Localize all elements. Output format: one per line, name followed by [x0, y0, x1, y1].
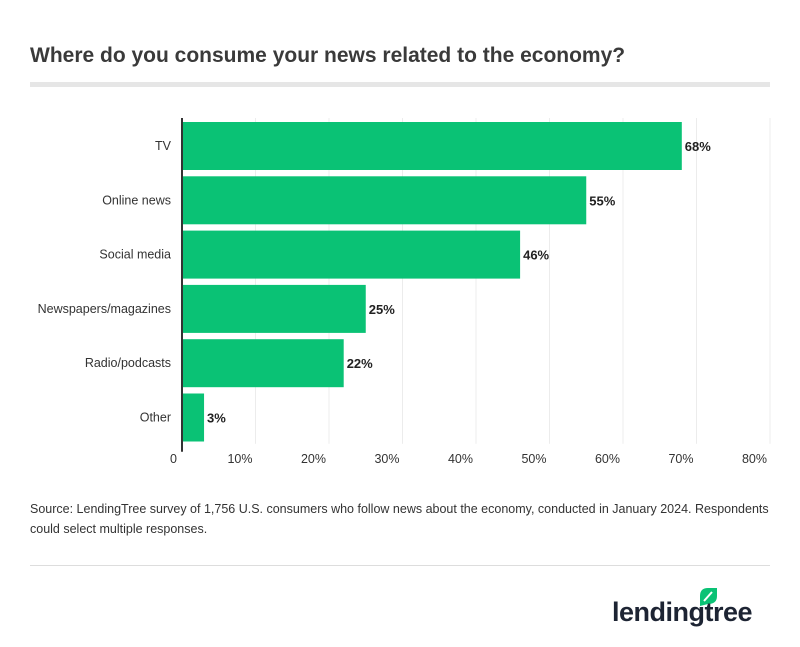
x-tick-label: 20% — [301, 452, 326, 466]
data-label: 3% — [207, 411, 226, 426]
svg-text:lendingtree: lendingtree — [612, 597, 753, 627]
data-label: 68% — [685, 139, 711, 154]
title-divider — [30, 82, 770, 87]
bar — [182, 230, 521, 279]
data-label: 22% — [347, 356, 373, 371]
x-tick-label: 30% — [374, 452, 399, 466]
bar — [182, 176, 587, 225]
x-tick-label: 0 — [170, 452, 177, 466]
x-tick-label: 10% — [227, 452, 252, 466]
lendingtree-logo: lendingtree — [612, 586, 772, 636]
category-label: Online news — [102, 193, 171, 207]
x-tick-label: 80% — [742, 452, 767, 466]
source-note: Source: LendingTree survey of 1,756 U.S.… — [30, 502, 769, 536]
footer-divider — [30, 565, 770, 566]
x-tick-label: 40% — [448, 452, 473, 466]
bar — [182, 339, 344, 388]
chart-title: Where do you consume your news related t… — [30, 44, 626, 67]
category-label: Other — [140, 411, 171, 425]
bar — [182, 122, 682, 170]
bar — [182, 393, 205, 442]
x-tick-label: 70% — [668, 452, 693, 466]
data-label: 55% — [589, 193, 615, 208]
data-label: 46% — [523, 248, 549, 263]
category-label: Radio/podcasts — [85, 356, 171, 370]
bar-chart: 0 10% 20% 30% 40% 50% 60% 70% 80% TV 68% Online new… — [38, 118, 771, 466]
category-label: TV — [155, 139, 172, 153]
category-label: Social media — [99, 248, 171, 262]
x-tick-label: 60% — [595, 452, 620, 466]
category-label: Newspapers/magazines — [38, 302, 171, 316]
data-label: 25% — [369, 302, 395, 317]
bar — [182, 284, 366, 333]
x-tick-label: 50% — [521, 452, 546, 466]
